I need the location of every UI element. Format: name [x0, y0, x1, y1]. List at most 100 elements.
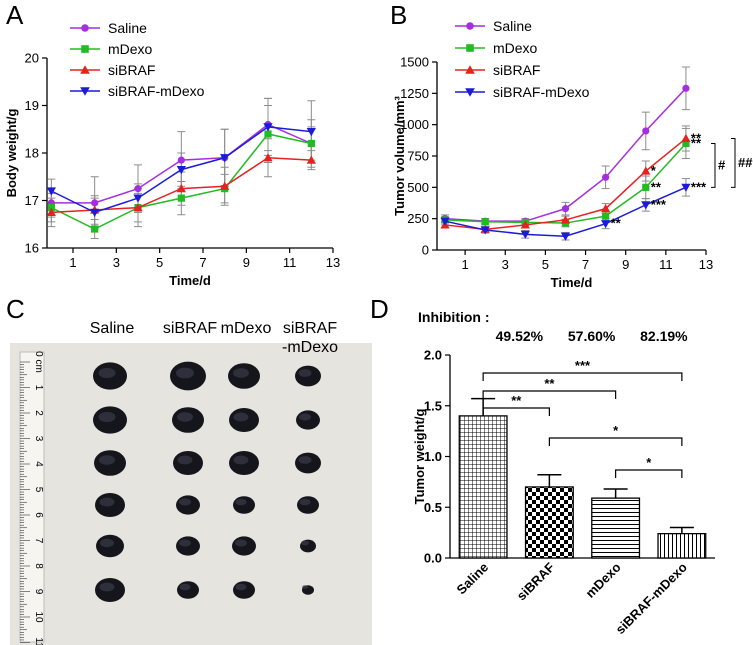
data-point — [602, 212, 610, 220]
significance-mark: ## — [738, 155, 753, 170]
x-tick-label: 7 — [199, 255, 206, 270]
panel-label: B — [390, 0, 407, 30]
significance-mark: *** — [575, 358, 591, 373]
tumor-highlight — [299, 498, 311, 506]
data-point — [682, 139, 690, 148]
significance-mark: * — [613, 423, 619, 438]
significance-bracket — [731, 137, 736, 188]
ruler-label: 8 — [33, 563, 44, 569]
tumor-highlight — [233, 455, 249, 465]
tumor-highlight — [100, 538, 114, 548]
legend-label: siBRAF — [108, 62, 155, 78]
bar — [524, 486, 574, 559]
x-tick-label: 13 — [699, 257, 713, 272]
significance-bracket — [482, 372, 683, 381]
tumor — [297, 496, 319, 514]
data-point — [46, 207, 56, 216]
data-point — [480, 226, 490, 235]
photo-column-label: Saline — [90, 320, 135, 337]
data-point — [560, 215, 571, 224]
tumor-highlight — [235, 539, 247, 547]
data-point — [47, 204, 55, 212]
data-point — [46, 187, 56, 196]
x-tick-label: siBRAF-mDexo — [612, 559, 690, 637]
legend-marker — [81, 45, 89, 53]
legend-marker — [465, 88, 475, 97]
x-tick-label: 1 — [69, 255, 76, 270]
data-point — [177, 194, 185, 202]
legend-marker — [465, 65, 475, 74]
y-tick-label: 16 — [25, 241, 39, 256]
significance-mark: ** — [651, 179, 662, 194]
significance-mark: *** — [691, 179, 707, 194]
tumor-highlight — [235, 498, 247, 506]
bar — [591, 497, 641, 559]
data-point — [263, 123, 273, 132]
x-axis-title: Time/d — [551, 275, 593, 290]
inhibition-title: Inhibition : — [418, 309, 490, 325]
y-tick-label: 500 — [407, 180, 429, 195]
bar — [458, 415, 508, 559]
legend-label: siBRAF-mDexo — [493, 84, 590, 100]
significance-mark: * — [646, 455, 652, 470]
data-point — [306, 128, 316, 137]
tumor-highlight — [98, 367, 116, 379]
data-point — [176, 166, 186, 175]
legend-marker — [80, 87, 90, 96]
photo-column-label: mDexo — [221, 320, 272, 337]
ruler-label: 2 — [33, 410, 44, 416]
data-point — [176, 184, 186, 193]
data-point — [91, 199, 99, 207]
data-point — [264, 130, 272, 138]
x-tick-label: 9 — [622, 257, 629, 272]
data-point — [602, 173, 610, 181]
y-axis-title: Tumor weight/g — [412, 409, 427, 505]
data-point — [601, 204, 611, 213]
tumor-highlight — [299, 413, 311, 421]
x-tick-label: 9 — [243, 255, 250, 270]
significance-mark: ** — [691, 135, 702, 150]
significance-mark: ** — [611, 216, 622, 231]
x-tick-label: 5 — [542, 257, 549, 272]
ruler-label: 10 — [33, 611, 44, 623]
y-axis-title: Body weight/g — [4, 109, 19, 198]
tumor-highlight — [179, 539, 191, 547]
x-tick-label: siBRAF — [514, 559, 558, 603]
inhibition-value: 82.19% — [640, 328, 688, 344]
ruler-label: 11 — [33, 637, 44, 645]
y-tick-label: 20 — [25, 51, 39, 66]
tumor-highlight — [179, 498, 191, 506]
data-point — [642, 127, 650, 135]
data-point — [681, 183, 691, 192]
data-point — [91, 225, 99, 233]
legend-marker — [466, 44, 474, 52]
data-point — [641, 201, 651, 210]
data-point — [520, 230, 530, 239]
legend-label: siBRAF-mDexo — [108, 83, 205, 99]
data-point — [641, 166, 651, 175]
tumor-highlight — [177, 455, 193, 465]
data-point — [520, 220, 530, 229]
tumor-highlight — [98, 411, 116, 423]
tumor — [233, 581, 255, 599]
x-tick-label: 3 — [502, 257, 509, 272]
inhibition-value: 57.60% — [568, 328, 616, 344]
y-tick-label: 1250 — [400, 86, 429, 101]
tumor-highlight — [298, 456, 312, 464]
data-point — [560, 232, 571, 241]
x-tick-label: Saline — [454, 560, 492, 598]
data-point — [90, 208, 100, 217]
legend-label: Saline — [493, 18, 532, 34]
data-point — [561, 205, 570, 213]
x-axis-title: Time/d — [169, 273, 211, 288]
ruler-label: 7 — [33, 538, 44, 544]
tumor-highlight — [301, 540, 309, 546]
data-point — [307, 139, 315, 148]
tumor-highlight — [233, 412, 249, 422]
y-tick-label: 750 — [407, 149, 429, 164]
tumor-highlight — [99, 497, 115, 507]
ruler-label: 4 — [33, 461, 44, 467]
tumor-highlight — [233, 368, 249, 378]
ruler-label: 3 — [33, 436, 44, 442]
